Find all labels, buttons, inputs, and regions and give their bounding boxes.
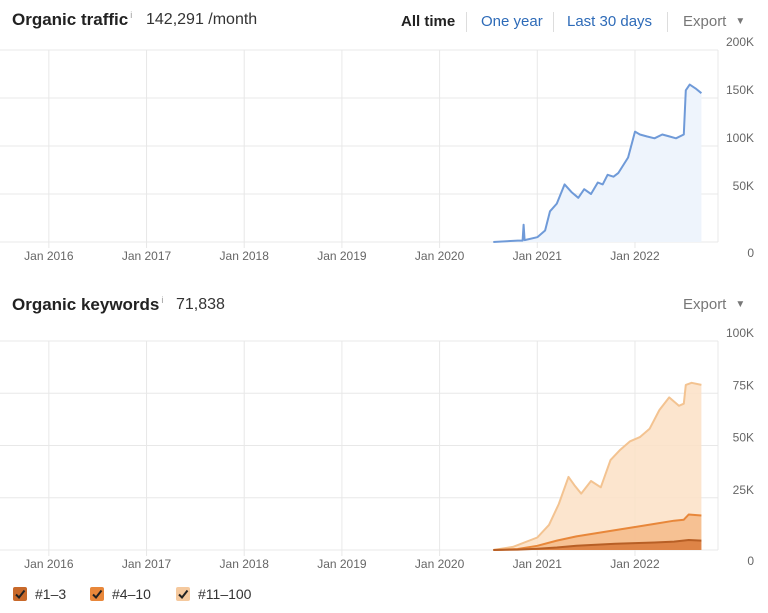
- legend-label: #11–100: [198, 586, 252, 602]
- x-tick-label: Jan 2017: [122, 249, 172, 263]
- x-tick-label: Jan 2018: [220, 557, 270, 571]
- y-tick-label: 75K: [733, 378, 754, 392]
- chevron-down-icon: ▼: [735, 16, 746, 27]
- y-tick-label: 50K: [733, 431, 754, 445]
- keywords-export-label: Export: [683, 296, 727, 313]
- chevron-down-icon: ▼: [735, 299, 746, 310]
- keywords-title-text: Organic keywords: [12, 295, 160, 314]
- traffic-chart: 200K 150K 100K 50K 0 Jan 2016 Jan 2017 Jan 2018…: [0, 35, 754, 263]
- series-line: [493, 83, 703, 243]
- y-tick-label: 0: [747, 246, 754, 260]
- traffic-export-button[interactable]: Export ▼: [683, 13, 745, 30]
- x-tick-label: Jan 2020: [415, 249, 465, 263]
- x-tick-label: Jan 2019: [317, 557, 367, 571]
- range-last-30-days[interactable]: Last 30 days: [567, 13, 653, 30]
- traffic-export-label: Export: [683, 13, 727, 30]
- legend-item-11-100[interactable]: #11–100: [176, 586, 251, 602]
- y-tick-label: 50K: [733, 179, 754, 193]
- x-tick-label: Jan 2022: [610, 557, 660, 571]
- traffic-title-text: Organic traffic: [12, 10, 129, 29]
- checkbox-checked-icon[interactable]: [90, 587, 104, 601]
- legend-label: #4–10: [112, 586, 151, 602]
- x-tick-label: Jan 2016: [24, 557, 74, 571]
- range-all-time[interactable]: All time: [401, 13, 456, 30]
- series-area: [493, 382, 702, 550]
- y-tick-label: 200K: [726, 35, 754, 49]
- keywords-info-icon[interactable]: i: [161, 295, 164, 305]
- range-separator: [667, 12, 668, 32]
- legend-label: #1–3: [35, 586, 67, 602]
- x-tick-label: Jan 2020: [415, 557, 465, 571]
- keywords-title: Organic keywords i: [12, 295, 163, 315]
- x-tick-label: Jan 2022: [610, 249, 660, 263]
- x-tick-label: Jan 2017: [122, 557, 172, 571]
- checkbox-checked-icon[interactable]: [176, 587, 190, 601]
- checkbox-checked-icon[interactable]: [13, 587, 27, 601]
- series-line: [493, 513, 702, 551]
- y-tick-label: 25K: [733, 483, 754, 497]
- traffic-value: 142,291 /month: [146, 11, 258, 28]
- x-tick-label: Jan 2018: [220, 249, 270, 263]
- x-tick-label: Jan 2021: [513, 557, 563, 571]
- series-area: [493, 84, 702, 242]
- x-tick-label: Jan 2019: [317, 249, 367, 263]
- x-tick-label: Jan 2016: [24, 249, 74, 263]
- traffic-info-icon[interactable]: i: [130, 10, 133, 20]
- y-tick-label: 100K: [726, 326, 754, 340]
- x-tick-label: Jan 2021: [513, 249, 563, 263]
- series-line: [493, 539, 702, 551]
- y-tick-label: 150K: [726, 83, 754, 97]
- y-tick-label: 100K: [726, 131, 754, 145]
- keywords-value: 71,838: [176, 296, 225, 313]
- range-one-year[interactable]: One year: [481, 13, 543, 30]
- range-separator: [466, 12, 467, 32]
- series-line: [493, 381, 702, 551]
- legend-item-4-10[interactable]: #4–10: [90, 586, 151, 602]
- keywords-export-button[interactable]: Export ▼: [683, 296, 745, 313]
- range-separator: [553, 12, 554, 32]
- legend-item-top3[interactable]: #1–3: [13, 586, 66, 602]
- y-tick-label: 0: [747, 554, 754, 568]
- series-area: [493, 514, 702, 550]
- keywords-chart: 100K 75K 50K 25K 0 Jan 2016 Jan 2017 Jan 2018 Ja…: [0, 326, 754, 571]
- traffic-title: Organic traffic i: [12, 10, 132, 30]
